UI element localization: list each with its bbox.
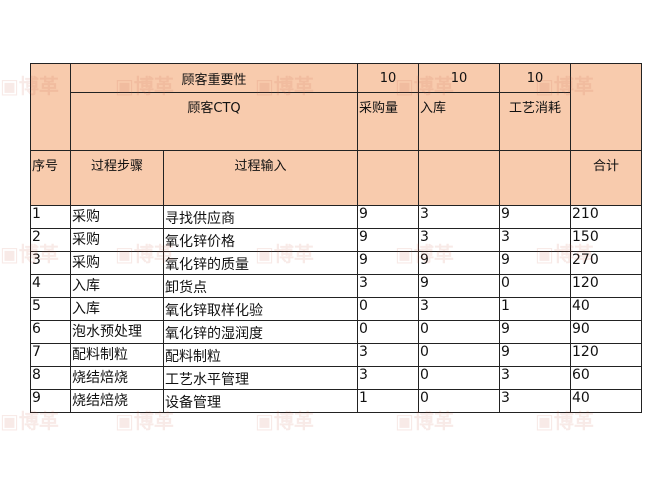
score-process: 9 [499,320,572,344]
table-row: 5 入库 氧化锌取样化验 0 3 1 40 [30,297,643,321]
blank-header [418,150,501,206]
process-input: 氧化锌取样化验 [162,297,359,321]
col-step-header: 过程步骤 [70,150,164,206]
row-index: 4 [30,274,71,298]
score-storage: 9 [418,274,501,298]
score-process: 9 [499,343,572,367]
col-input-header: 过程输入 [162,150,359,206]
score-process: 9 [499,251,572,275]
blank-header [499,150,572,206]
importance-value: 10 [418,63,501,93]
score-process: 3 [499,228,572,252]
score-purchase: 9 [357,228,420,252]
score-purchase: 3 [357,366,420,390]
row-total: 90 [570,320,643,344]
table-row: 9 烧结焙烧 设备管理 1 0 3 40 [30,389,643,413]
row-total: 40 [570,297,643,321]
score-purchase: 3 [357,343,420,367]
col-index-header: 序号 [30,150,71,206]
row-total: 40 [570,389,643,413]
row-total: 210 [570,205,643,229]
table-row: 8 烧结焙烧 工艺水平管理 3 0 3 60 [30,366,643,390]
importance-value: 10 [357,63,420,93]
process-step: 烧结焙烧 [70,366,164,390]
row-total: 60 [570,366,643,390]
score-process: 0 [499,274,572,298]
row-index: 1 [30,205,71,229]
row-index: 5 [30,297,71,321]
row-index: 6 [30,320,71,344]
score-process: 3 [499,366,572,390]
score-process: 9 [499,205,572,229]
score-purchase: 0 [357,320,420,344]
process-step: 采购 [70,251,164,275]
row-index: 3 [30,251,71,275]
ctq-name: 采购量 [357,92,420,151]
column-header-row: 序号 过程步骤 过程输入 合计 [30,150,643,206]
importance-label: 顾客重要性 [69,63,359,93]
process-input: 卸货点 [162,274,359,298]
table-row: 7 配料制粒 配料制粒 3 0 9 120 [30,343,643,367]
total-header-blank [570,63,643,151]
process-input: 寻找供应商 [162,205,359,229]
process-step: 采购 [70,205,164,229]
ctq-name: 入库 [418,92,501,151]
row-index: 8 [30,366,71,390]
row-index: 2 [30,228,71,252]
process-input: 配料制粒 [162,343,359,367]
process-input: 氧化锌的湿润度 [162,320,359,344]
table-row: 3 采购 氧化锌的质量 9 9 9 270 [30,251,643,275]
ctq-name: 工艺消耗 [499,92,572,151]
table-row: 2 采购 氧化锌价格 9 3 3 150 [30,228,643,252]
process-step: 入库 [70,297,164,321]
score-process: 3 [499,389,572,413]
process-step: 配料制粒 [70,343,164,367]
table-row: 4 入库 卸货点 3 9 0 120 [30,274,643,298]
table-row: 6 泡水预处理 氧化锌的湿润度 0 0 9 90 [30,320,643,344]
process-step: 泡水预处理 [70,320,164,344]
blank-header [357,150,420,206]
score-storage: 3 [418,228,501,252]
importance-value: 10 [499,63,572,93]
score-purchase: 9 [357,205,420,229]
score-storage: 0 [418,389,501,413]
process-input: 氧化锌价格 [162,228,359,252]
process-input: 设备管理 [162,389,359,413]
process-input: 工艺水平管理 [162,366,359,390]
ctq-row: 顾客CTQ 采购量 入库 工艺消耗 [31,92,642,151]
row-index: 9 [30,389,71,413]
importance-row: 顾客重要性 10 10 10 [30,63,643,151]
score-purchase: 0 [357,297,420,321]
row-total: 120 [570,274,643,298]
row-index: 7 [30,343,71,367]
score-purchase: 3 [357,274,420,298]
row-total: 120 [570,343,643,367]
score-storage: 0 [418,366,501,390]
process-input: 氧化锌的质量 [162,251,359,275]
row-total: 150 [570,228,643,252]
row-total: 270 [570,251,643,275]
score-storage: 3 [418,297,501,321]
process-step: 入库 [70,274,164,298]
corner-cell [30,63,71,151]
score-purchase: 9 [357,251,420,275]
score-storage: 3 [418,205,501,229]
score-storage: 9 [418,251,501,275]
score-storage: 0 [418,320,501,344]
ctq-label: 顾客CTQ [69,92,359,151]
score-storage: 0 [418,343,501,367]
process-step: 采购 [70,228,164,252]
process-step: 烧结焙烧 [70,389,164,413]
score-process: 1 [499,297,572,321]
score-purchase: 1 [357,389,420,413]
col-total-header: 合计 [570,150,643,206]
table-row: 1 采购 寻找供应商 9 3 9 210 [30,205,643,229]
ctq-matrix-table: 顾客重要性 10 10 10 顾客CTQ 采购量 入库 工艺消耗 序号 过程步骤… [30,63,643,413]
